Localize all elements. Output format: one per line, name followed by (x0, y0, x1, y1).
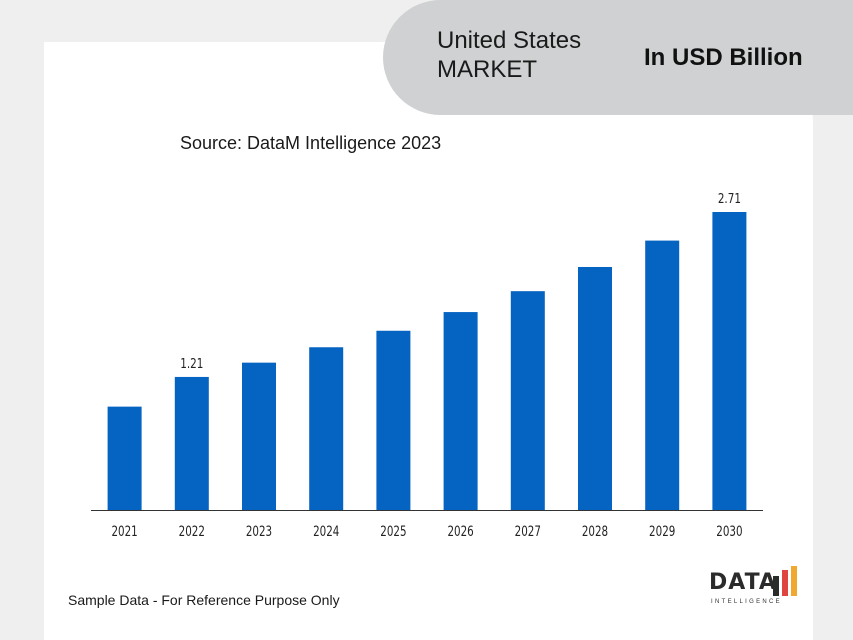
bar-2028 (578, 266, 612, 510)
x-tick-label-2023: 2023 (246, 524, 272, 540)
x-tick-label-2028: 2028 (582, 524, 608, 540)
header-banner (383, 0, 853, 115)
bar-2021 (107, 406, 142, 510)
bar-2022 (174, 376, 209, 510)
bar-2029 (645, 240, 680, 511)
logo-subtext: INTELLIGENCE (711, 599, 782, 605)
bar-2023 (242, 362, 276, 510)
bar-2025 (376, 330, 411, 510)
x-tick-label-2024: 2024 (313, 524, 339, 540)
bar-2027 (510, 291, 545, 510)
logo-bars-icon (773, 566, 797, 596)
footer-note: Sample Data - For Reference Purpose Only (68, 592, 340, 608)
source-text: Source: DataM Intelligence 2023 (180, 133, 442, 153)
x-tick-label-2025: 2025 (380, 524, 406, 540)
x-tick-label-2030: 2030 (716, 524, 742, 540)
x-tick-label-2022: 2022 (179, 524, 205, 540)
bar-2024 (309, 347, 344, 510)
chart-card (44, 42, 813, 640)
x-tick-label-2027: 2027 (515, 524, 541, 540)
logo-text: DATA (709, 570, 777, 595)
x-tick-label-2026: 2026 (447, 524, 473, 540)
unit-label: In USD Billion (644, 44, 803, 71)
x-tick-label-2029: 2029 (649, 524, 675, 540)
x-tick-label-2021: 2021 (111, 524, 137, 540)
company-logo: DATA INTELLIGENCE (709, 562, 801, 610)
data-label-2022: 1.21 (180, 356, 203, 371)
bar-2030 (712, 212, 747, 510)
region-title: United States MARKET (437, 27, 582, 83)
bar-2026 (443, 312, 478, 510)
data-label-2030: 2.71 (718, 191, 741, 206)
